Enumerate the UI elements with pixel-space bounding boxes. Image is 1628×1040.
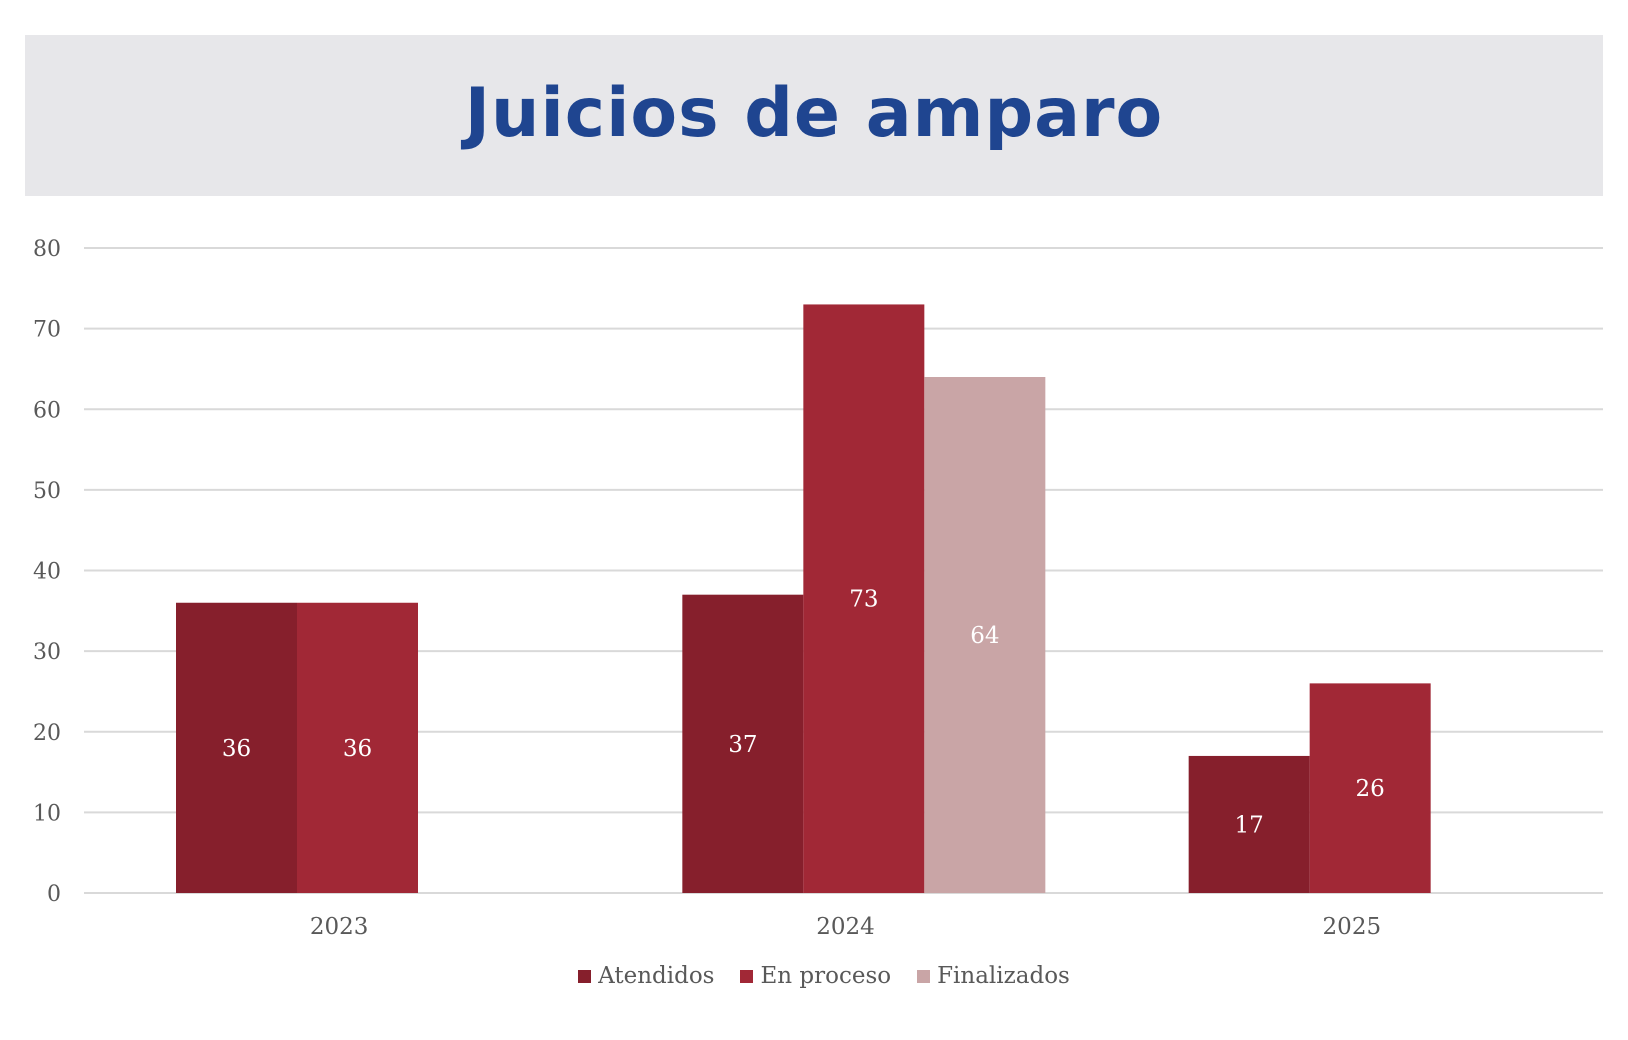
- data-label: 17: [1235, 812, 1264, 838]
- data-labels: 36 36 37 73 64 17 26: [222, 587, 1385, 839]
- bar-en-proceso-2024: [803, 304, 925, 893]
- y-tick-label: 10: [33, 801, 61, 826]
- bar-finalizados-2024: [924, 377, 1046, 893]
- y-tick-label: 50: [33, 479, 61, 504]
- bar-en-proceso-2025: [1309, 683, 1431, 893]
- y-tick-label: 40: [33, 560, 61, 585]
- legend-item: En proceso: [740, 963, 891, 989]
- legend-label: En proceso: [760, 963, 892, 989]
- y-tick-label: 60: [33, 398, 61, 423]
- y-tick-label: 0: [47, 882, 61, 907]
- title-band: Juicios de amparo: [25, 35, 1603, 196]
- y-tick-label: 80: [33, 237, 61, 262]
- y-tick-label: 70: [33, 318, 61, 343]
- data-label: 26: [1356, 776, 1385, 802]
- bars: [176, 304, 1431, 893]
- legend-swatch: [578, 969, 592, 983]
- legend-swatch: [917, 969, 931, 983]
- legend-item: Atendidos: [578, 963, 714, 989]
- data-label: 36: [343, 736, 372, 762]
- legend: Atendidos En proceso Finalizados: [10, 963, 1628, 989]
- legend-item: Finalizados: [917, 963, 1070, 989]
- chart-title: Juicios de amparo: [464, 73, 1164, 153]
- data-label: 37: [728, 732, 757, 758]
- legend-swatch: [740, 969, 754, 983]
- legend-label: Atendidos: [598, 963, 715, 989]
- legend-label: Finalizados: [937, 963, 1070, 989]
- data-label: 36: [222, 736, 251, 762]
- y-tick-label: 30: [33, 640, 61, 665]
- y-tick-label: 20: [33, 721, 61, 746]
- bar-atendidos-2023: [176, 602, 297, 893]
- data-label: 64: [970, 623, 999, 649]
- bar-en-proceso-2023: [297, 602, 418, 893]
- bar-atendidos-2024: [682, 594, 804, 893]
- x-tick-label: 2025: [1323, 914, 1382, 940]
- x-tick-label: 2024: [816, 914, 875, 940]
- x-axis-ticks: 2023 2024 2025: [310, 914, 1381, 940]
- bar-atendidos-2025: [1188, 755, 1310, 893]
- x-tick-label: 2023: [310, 914, 369, 940]
- y-axis-ticks: 0 10 20 30 40 50 60 70 80: [33, 237, 61, 907]
- data-label: 73: [849, 587, 878, 613]
